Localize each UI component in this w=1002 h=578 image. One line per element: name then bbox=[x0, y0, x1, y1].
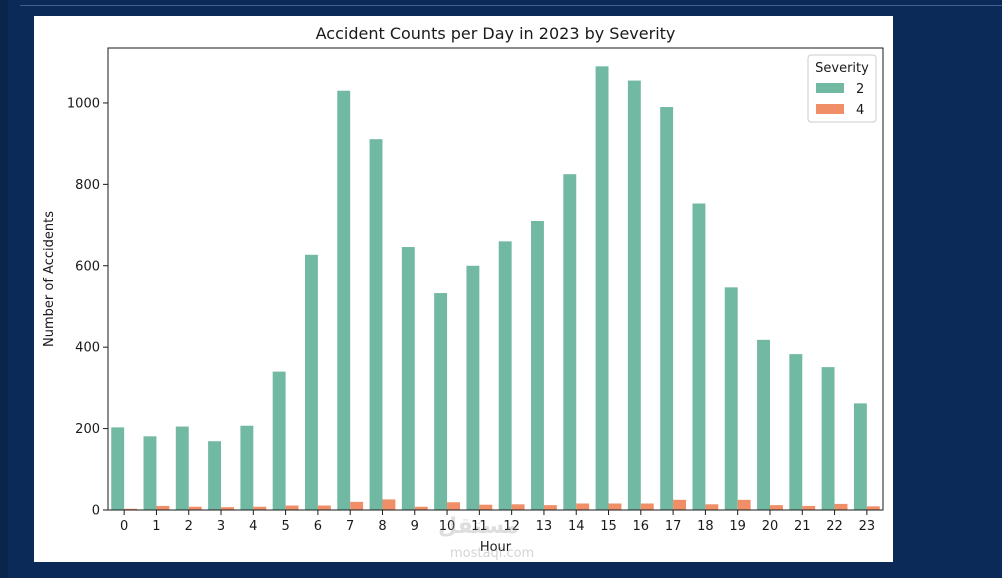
bar-hour-10-severity-2 bbox=[434, 293, 448, 510]
bar-hour-0-severity-4 bbox=[124, 508, 138, 510]
x-tick-label: 6 bbox=[314, 519, 322, 534]
x-tick-label: 0 bbox=[120, 519, 128, 534]
bar-hour-20-severity-2 bbox=[757, 339, 770, 510]
x-tick-label: 1 bbox=[152, 519, 160, 534]
x-tick-label: 3 bbox=[217, 519, 225, 534]
x-axis-label: Hour bbox=[480, 540, 512, 555]
x-tick-label: 9 bbox=[411, 519, 419, 534]
bar-hour-13-severity-4 bbox=[543, 505, 557, 510]
bar-hour-22-severity-2 bbox=[821, 367, 835, 510]
x-ticks-group: 0 1 2 3 4 5 6 7 8 9 10 11 12 13 14 15 16 17 18 19 20 21 22 23 bbox=[120, 510, 875, 534]
bar-hour-8-severity-4 bbox=[382, 499, 396, 510]
bar-hour-15-severity-4 bbox=[608, 503, 622, 510]
x-tick-label: 22 bbox=[826, 519, 843, 534]
x-tick-label: 17 bbox=[665, 519, 682, 534]
y-tick-label: 800 bbox=[75, 178, 100, 193]
bar-hour-22-severity-4 bbox=[834, 503, 848, 510]
x-tick-label: 14 bbox=[568, 519, 585, 534]
bar-hour-3-severity-2 bbox=[208, 441, 222, 510]
bar-hour-14-severity-2 bbox=[563, 174, 577, 510]
plot-frame bbox=[107, 47, 884, 511]
bar-hour-17-severity-2 bbox=[660, 107, 674, 510]
bars-group bbox=[111, 66, 880, 511]
x-tick-label: 20 bbox=[762, 519, 779, 534]
bar-hour-6-severity-2 bbox=[304, 254, 318, 510]
bar-hour-20-severity-4 bbox=[769, 505, 783, 510]
x-tick-label: 12 bbox=[503, 519, 520, 534]
bar-hour-7-severity-4 bbox=[350, 501, 364, 510]
y-ticks-group: 0 200 400 600 800 1000 bbox=[67, 96, 108, 519]
bar-hour-8-severity-2 bbox=[369, 139, 383, 510]
legend-label-severity-4: 4 bbox=[856, 103, 864, 118]
chart-figure: Accident Counts per Day in 2023 by Sever… bbox=[34, 16, 893, 562]
bar-hour-21-severity-2 bbox=[789, 354, 803, 510]
bar-hour-9-severity-2 bbox=[401, 247, 415, 510]
bar-hour-21-severity-4 bbox=[802, 505, 816, 510]
legend-label-severity-2: 2 bbox=[856, 82, 864, 97]
bar-hour-7-severity-2 bbox=[337, 90, 351, 511]
bar-hour-5-severity-4 bbox=[285, 505, 299, 510]
legend-swatch-severity-2 bbox=[816, 83, 844, 93]
bar-hour-3-severity-4 bbox=[221, 507, 234, 510]
x-tick-label: 11 bbox=[471, 519, 488, 534]
bar-hour-4-severity-4 bbox=[253, 506, 267, 510]
y-tick-label: 1000 bbox=[67, 96, 100, 111]
window-edge bbox=[0, 0, 8, 578]
bar-hour-4-severity-2 bbox=[240, 425, 254, 510]
bar-hour-1-severity-2 bbox=[143, 436, 157, 510]
bar-hour-23-severity-2 bbox=[853, 403, 867, 510]
bar-hour-14-severity-4 bbox=[576, 503, 590, 510]
x-tick-label: 15 bbox=[600, 519, 617, 534]
bar-hour-15-severity-2 bbox=[595, 66, 609, 510]
x-tick-label: 10 bbox=[439, 519, 456, 534]
legend: Severity 2 4 bbox=[807, 54, 877, 123]
y-tick-label: 0 bbox=[92, 504, 100, 519]
bar-hour-5-severity-2 bbox=[272, 371, 286, 510]
x-tick-label: 8 bbox=[378, 519, 386, 534]
bar-hour-18-severity-2 bbox=[692, 203, 706, 511]
y-axis-label: Number of Accidents bbox=[42, 211, 57, 347]
bar-hour-6-severity-4 bbox=[317, 505, 331, 510]
y-tick-label: 600 bbox=[75, 259, 100, 274]
bar-hour-19-severity-4 bbox=[737, 499, 751, 510]
y-tick-label: 200 bbox=[75, 422, 100, 437]
x-tick-label: 21 bbox=[794, 519, 811, 534]
bar-hour-11-severity-4 bbox=[479, 504, 493, 510]
bar-hour-13-severity-2 bbox=[531, 220, 544, 510]
y-tick-label: 400 bbox=[75, 341, 100, 356]
bar-hour-16-severity-2 bbox=[627, 80, 641, 510]
x-tick-label: 5 bbox=[281, 519, 289, 534]
bar-hour-16-severity-4 bbox=[640, 503, 654, 510]
bar-hour-12-severity-4 bbox=[511, 504, 525, 510]
x-tick-label: 13 bbox=[536, 519, 553, 534]
bar-hour-18-severity-4 bbox=[705, 504, 719, 510]
bar-hour-11-severity-2 bbox=[466, 265, 480, 510]
legend-swatch-severity-4 bbox=[816, 104, 844, 114]
bar-hour-17-severity-4 bbox=[673, 499, 687, 510]
bar-hour-10-severity-4 bbox=[447, 502, 460, 510]
x-tick-label: 4 bbox=[249, 519, 257, 534]
x-tick-label: 7 bbox=[346, 519, 354, 534]
bar-hour-1-severity-4 bbox=[156, 505, 170, 510]
bar-hour-12-severity-2 bbox=[498, 241, 512, 510]
x-tick-label: 23 bbox=[859, 519, 876, 534]
bar-hour-0-severity-2 bbox=[111, 427, 125, 510]
chart-title: Accident Counts per Day in 2023 by Sever… bbox=[316, 24, 676, 43]
bar-hour-2-severity-4 bbox=[188, 506, 202, 510]
window-border bbox=[20, 5, 1002, 6]
bar-hour-23-severity-4 bbox=[866, 506, 880, 510]
chart-svg: Accident Counts per Day in 2023 by Sever… bbox=[42, 24, 884, 555]
legend-title: Severity bbox=[815, 61, 869, 76]
bar-hour-2-severity-2 bbox=[175, 426, 189, 510]
bar-hour-19-severity-2 bbox=[724, 287, 738, 510]
x-tick-label: 19 bbox=[729, 519, 746, 534]
bar-hour-9-severity-4 bbox=[414, 506, 428, 510]
x-tick-label: 16 bbox=[633, 519, 650, 534]
x-tick-label: 2 bbox=[185, 519, 193, 534]
x-tick-label: 18 bbox=[697, 519, 714, 534]
